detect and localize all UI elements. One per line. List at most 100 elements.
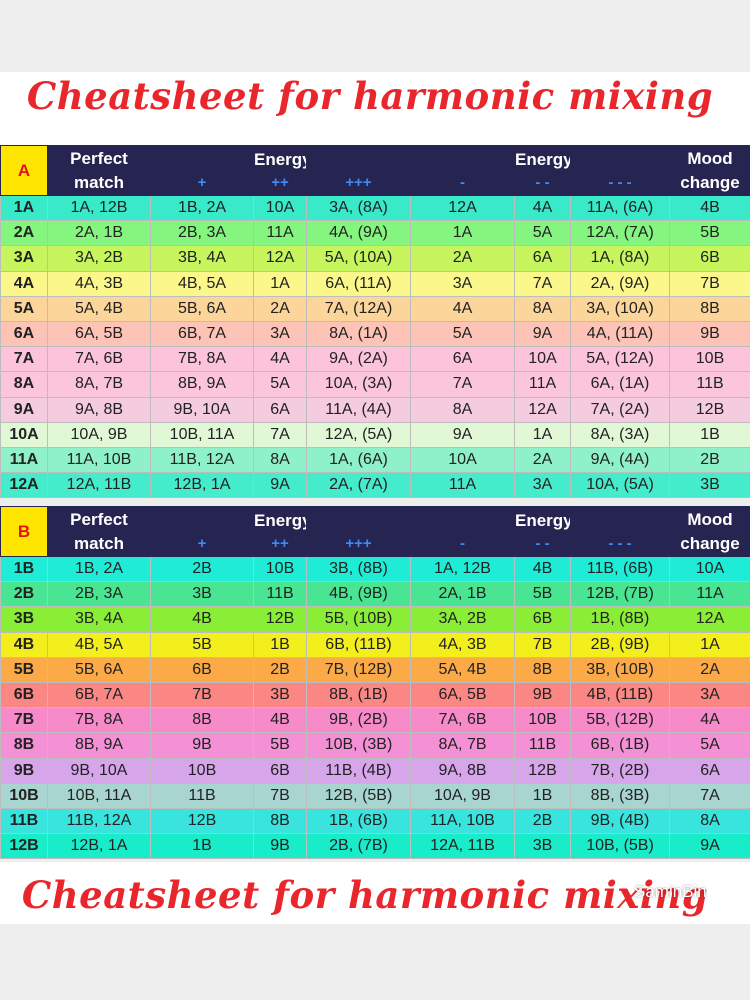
- cell-b1: 4B: [150, 606, 254, 633]
- cell-perfect: 9A, 8B: [47, 396, 151, 423]
- header-perfect-match: Perfect match: [47, 506, 151, 557]
- cell-d3: 11B, (6B): [570, 555, 670, 583]
- cell-d2: 10B: [514, 707, 571, 734]
- table-row: 12B 12B, 1A 1B 9B 2B, (7B) 12A, 11B 3B 10B, (5B…: [0, 833, 750, 860]
- header-energy-drop: Energy drop: [515, 149, 571, 169]
- cell-b2: 7A: [253, 421, 307, 448]
- cell-b1: 12B, 1A: [150, 472, 254, 499]
- cell-d1: 1A: [410, 220, 515, 247]
- cell-d2: 7B: [514, 631, 571, 658]
- cell-d1: 11A, 10B: [410, 807, 515, 835]
- drop-symbol-2: - -: [535, 173, 550, 191]
- section-label: B: [0, 506, 48, 557]
- cell-b1: 1B: [150, 833, 254, 860]
- cell-d2: 4A: [514, 194, 571, 222]
- cell-perfect: 4A, 3B: [47, 270, 151, 297]
- cell-b3: 11A, (4A): [306, 396, 411, 423]
- cell-d1: 10A: [410, 446, 515, 474]
- header-perfect-line2: match: [73, 172, 125, 192]
- cell-d1: 3A, 2B: [410, 606, 515, 633]
- cell-d1: 10A, 9B: [410, 782, 515, 809]
- cell-mood: 7B: [669, 270, 750, 297]
- cell-d2: 10A: [514, 346, 571, 373]
- cell-b1: 6B: [150, 656, 254, 683]
- cell-b1: 2B, 3A: [150, 220, 254, 247]
- header-mood-line1: Mood: [687, 148, 733, 168]
- table-row: 8A 8A, 7B 8B, 9A 5A 10A, (3A) 7A 11A 6A, (1A) 11…: [0, 371, 750, 398]
- drop-symbol-3: - - -: [608, 534, 632, 552]
- cell-b2: 1A: [253, 270, 307, 297]
- cell-b3: 6A, (11A): [306, 270, 411, 297]
- cell-d3: 4A, (11A): [570, 320, 670, 348]
- header-boost-2: Energy boost ++: [253, 145, 307, 196]
- cell-mood: 12A: [669, 606, 750, 633]
- page-title-bottom: Cheatsheet for harmonic mixing: [21, 873, 709, 917]
- cell-b2: 10A: [253, 194, 307, 222]
- cell-perfect: 5A, 4B: [47, 295, 151, 322]
- table-row: 10A 10A, 9B 10B, 11A 7A 12A, (5A) 9A 1A 8A, (3A…: [0, 421, 750, 448]
- cell-mood: 1A: [669, 631, 750, 658]
- cell-d2: 3B: [514, 833, 571, 860]
- cell-mood: 7A: [669, 782, 750, 809]
- cell-perfect: 10B, 11A: [47, 782, 151, 809]
- cell-b3: 10B, (3B): [306, 732, 411, 759]
- cell-b2: 11A: [253, 220, 307, 247]
- bottom-gray-band: [0, 924, 750, 1000]
- header-drop-3: - - -: [570, 506, 670, 557]
- table-row: 11A 11A, 10B 11B, 12A 8A 1A, (6A) 10A 2A 9A, (4…: [0, 446, 750, 474]
- section-label: A: [0, 145, 48, 196]
- cell-d2: 11A: [514, 371, 571, 398]
- drop-symbol-1: -: [460, 534, 465, 552]
- cell-mood: 12B: [669, 396, 750, 423]
- cell-d2: 12B: [514, 757, 571, 784]
- cell-d1: 12A: [410, 194, 515, 222]
- key-cell: 2B: [0, 581, 48, 608]
- key-cell: 6B: [0, 681, 48, 709]
- header-energy-boost: Energy boost: [254, 149, 307, 169]
- table-row: 10B 10B, 11A 11B 7B 12B, (5B) 10A, 9B 1B 8B, (3…: [0, 782, 750, 809]
- cell-d3: 2B, (9B): [570, 631, 670, 658]
- cell-d3: 7B, (2B): [570, 757, 670, 784]
- table-row: 7B 7B, 8A 8B 4B 9B, (2B) 7A, 6B 10B 5B, (12B) 4A: [0, 707, 750, 734]
- table-row: 1B 1B, 2A 2B 10B 3B, (8B) 1A, 12B 4B 11B, (6B) 1…: [0, 555, 750, 583]
- cell-perfect: 5B, 6A: [47, 656, 151, 683]
- cell-b2: 9A: [253, 472, 307, 499]
- cell-mood: 3B: [669, 472, 750, 499]
- cell-b3: 3B, (8B): [306, 555, 411, 583]
- table-row: 9A 9A, 8B 9B, 10A 6A 11A, (4A) 8A 12A 7A, (2A) 1…: [0, 396, 750, 423]
- header-energy-drop: Energy drop: [515, 510, 571, 530]
- key-cell: 12B: [0, 833, 48, 860]
- drop-symbol-2: - -: [535, 534, 550, 552]
- cell-d3: 9A, (4A): [570, 446, 670, 474]
- cell-perfect: 12A, 11B: [47, 472, 151, 499]
- cell-d3: 2A, (9A): [570, 270, 670, 297]
- table-row: 11B 11B, 12A 12B 8B 1B, (6B) 11A, 10B 2B 9B, (4…: [0, 807, 750, 835]
- cell-b1: 9B, 10A: [150, 396, 254, 423]
- cell-d3: 5B, (12B): [570, 707, 670, 734]
- cell-mood: 5B: [669, 220, 750, 247]
- cell-d1: 3A: [410, 270, 515, 297]
- key-cell: 3B: [0, 606, 48, 633]
- table-row: 6A 6A, 5B 6B, 7A 3A 8A, (1A) 5A 9A 4A, (11A) 9B: [0, 320, 750, 348]
- cell-mood: 9A: [669, 833, 750, 860]
- cell-mood: 11A: [669, 581, 750, 608]
- boost-symbol-3: +++: [345, 173, 372, 191]
- table-row: 3A 3A, 2B 3B, 4A 12A 5A, (10A) 2A 6A 1A, (8A) 6B: [0, 245, 750, 272]
- cell-b1: 11B, 12A: [150, 446, 254, 474]
- cell-b1: 2B: [150, 555, 254, 583]
- cell-d1: 5A: [410, 320, 515, 348]
- cell-d2: 4B: [514, 555, 571, 583]
- cell-d3: 5A, (12A): [570, 346, 670, 373]
- cell-d3: 3A, (10A): [570, 295, 670, 322]
- cell-b2: 10B: [253, 555, 307, 583]
- page-title-top: Cheatsheet for harmonic mixing: [26, 74, 714, 118]
- cell-perfect: 7A, 6B: [47, 346, 151, 373]
- cell-d3: 4B, (11B): [570, 681, 670, 709]
- cell-d2: 6A: [514, 245, 571, 272]
- cell-mood: 5A: [669, 732, 750, 759]
- cell-b1: 10B: [150, 757, 254, 784]
- header-mood-line2: change: [680, 172, 740, 192]
- header-drop-1: -: [410, 506, 515, 557]
